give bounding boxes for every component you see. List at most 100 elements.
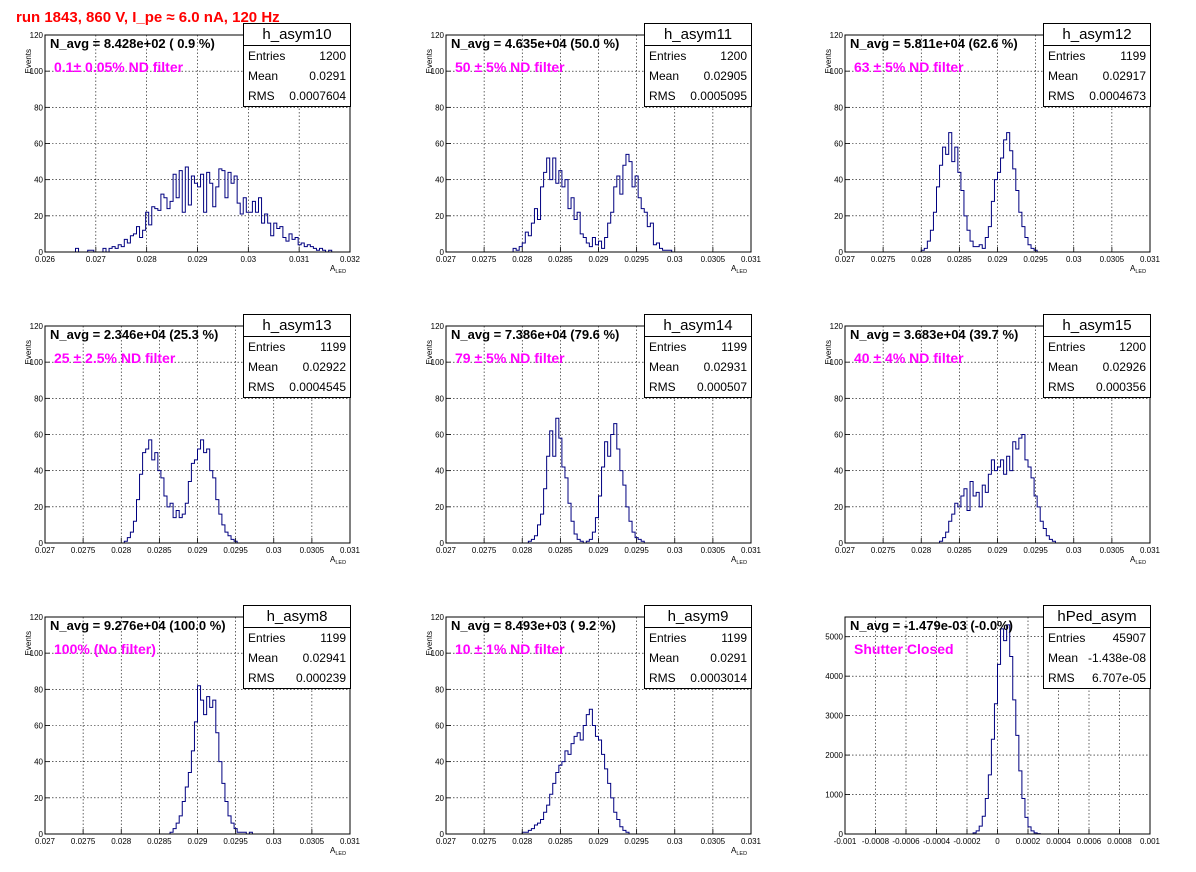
stats-histogram-name: h_asym12 [1044,24,1150,46]
y-tick-label: 80 [435,103,444,112]
histogram-panel-h_asym8: 0.027 0.0275 0.028 0.0285 0.029 0.0295 0.03 0.0… [24,605,361,857]
y-tick-label: 20 [834,503,843,512]
y-axis-title: Events [425,631,434,655]
x-tick-label: 0.027 [86,255,107,264]
x-tick-label: 0.029 [588,837,609,846]
y-axis-title: Events [824,340,833,364]
x-tick-label: 0.03 [241,255,257,264]
x-tick-label: 0.029 [987,546,1008,555]
x-tick-label: 0.03 [266,837,282,846]
x-tick-label: 0.03 [667,837,683,846]
y-tick-label: 80 [34,685,43,694]
stats-value-mean: 0.02926 [1102,360,1146,374]
x-tick-label: 0.0305 [701,255,726,264]
stats-value-rms: 0.0004673 [1089,89,1146,103]
x-tick-label: -0.0006 [892,837,920,846]
x-axis-title-main: A [731,264,737,273]
stats-value-rms: 0.0005095 [690,89,747,103]
x-tick-label: 0.03 [266,546,282,555]
x-tick-label: 0.0305 [300,837,325,846]
stats-value-entries: 1199 [721,340,747,354]
y-tick-label: 60 [834,431,843,440]
x-axis-title-group: ALED [731,846,747,857]
stats-row-rms: RMS 0.0004545 [244,377,350,397]
x-tick-label: 0.027 [835,546,856,555]
stats-label-entries: Entries [248,631,286,645]
stats-histogram-name: h_asym15 [1044,315,1150,337]
stats-label-rms: RMS [649,671,676,685]
y-tick-label: 2000 [825,751,843,760]
y-axis-title: Events [824,49,833,73]
stats-box: h_asym11 Entries 1200 Mean 0.02905 RMS 0.00050… [644,23,752,107]
x-tick-label: 0.031 [1140,255,1161,264]
y-tick-label: 60 [34,140,43,149]
histogram-series-h_asym10 [45,166,350,253]
stats-label-mean: Mean [248,360,279,374]
stats-label-mean: Mean [248,651,279,665]
stats-label-entries: Entries [248,49,286,63]
histogram-series-h_asym8 [45,685,350,835]
filter-annotation: 63 ± 5% ND filter [854,59,964,75]
y-tick-label: 80 [34,103,43,112]
y-tick-label: 60 [34,722,43,731]
x-axis-title-group: ALED [731,555,747,566]
histogram-panel-h_asym10: 0.026 0.027 0.028 0.029 0.03 0.031 0.032 0 20 40 6… [24,23,361,275]
x-tick-label: 0.0305 [1100,546,1125,555]
y-tick-label: 100 [431,67,445,76]
stats-box: h_asym14 Entries 1199 Mean 0.02931 RMS 0.00050… [644,314,752,398]
stats-row-rms: RMS 0.0003014 [645,668,751,688]
y-axis-title: Events [425,340,434,364]
y-tick-label: 80 [435,394,444,403]
x-tick-label: 0.0275 [472,255,497,264]
y-tick-label: 4000 [825,672,843,681]
stats-histogram-name: h_asym13 [244,315,350,337]
x-axis-title-subscript: LED [335,560,346,566]
x-tick-label: 0.0285 [147,546,172,555]
stats-row-entries: Entries 1200 [244,46,350,66]
x-tick-label: 0.0285 [548,255,573,264]
x-tick-label: 0.029 [987,255,1008,264]
y-tick-label: 40 [435,758,444,767]
x-tick-label: 0.0008 [1107,837,1132,846]
x-tick-label: 0.028 [137,255,158,264]
y-tick-label: 40 [34,176,43,185]
n-avg-label: N_avg = 5.811e+04 (62.6 %) [850,36,1018,51]
x-tick-label: 0.0295 [624,837,649,846]
n-avg-label: N_avg = 7.386e+04 (79.6 %) [451,327,620,342]
x-tick-label: -0.0004 [923,837,951,846]
y-tick-label: 80 [834,103,843,112]
y-tick-label: 20 [435,212,444,221]
stats-box: h_asym8 Entries 1199 Mean 0.02941 RMS 0.000239 [243,605,351,689]
y-tick-label: 120 [830,31,844,40]
stats-value-rms: 0.0003014 [690,671,747,685]
x-tick-label: 0.028 [911,255,932,264]
histogram-plot: 0.027 0.0275 0.028 0.0285 0.029 0.0295 0.03 0.0… [425,322,762,566]
y-tick-label: 20 [834,212,843,221]
stats-value-mean: 0.02917 [1102,69,1146,83]
x-axis-title-subscript: LED [335,269,346,275]
y-tick-label: 0 [440,830,445,839]
y-tick-label: 0 [39,539,44,548]
stats-value-rms: 0.0004545 [289,380,346,394]
x-axis-title-main: A [1130,555,1136,564]
y-tick-label: 40 [34,758,43,767]
stats-value-entries: 1200 [720,49,747,63]
stats-row-rms: RMS 0.000507 [645,377,751,397]
x-tick-label: 0.0275 [472,837,497,846]
n-avg-label: N_avg = 2.346e+04 (25.3 %) [50,327,219,342]
x-axis-title-main: A [731,555,737,564]
stats-row-mean: Mean 0.02926 [1044,357,1150,377]
x-tick-label: 0.032 [340,255,361,264]
histogram-panel-h_asym12: 0.027 0.0275 0.028 0.0285 0.029 0.0295 0.03 0.0… [824,23,1161,275]
y-tick-label: 20 [34,212,43,221]
x-axis-title-main: A [731,846,737,855]
stats-label-rms: RMS [649,380,676,394]
x-tick-label: 0.0275 [871,546,896,555]
x-axis-title-group: ALED [1130,264,1146,275]
y-tick-label: 0 [440,539,445,548]
stats-value-mean: 0.02905 [703,69,747,83]
x-axis-title-group: ALED [1130,555,1146,566]
x-tick-label: 0.0305 [300,546,325,555]
y-axis-title: Events [24,49,33,73]
y-tick-label: 100 [30,358,44,367]
